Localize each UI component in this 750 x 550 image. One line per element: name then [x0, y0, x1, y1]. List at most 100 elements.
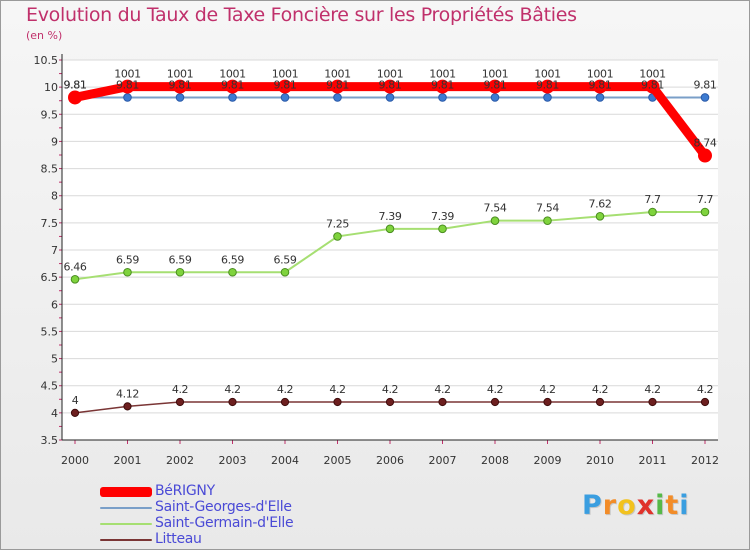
- legend-label: Litteau: [155, 531, 202, 547]
- data-label: 6.59: [274, 253, 297, 266]
- data-point: [543, 397, 552, 407]
- x-tick-label: 2004: [271, 454, 299, 467]
- legend-label: Saint-Georges-d'Elle: [155, 499, 292, 515]
- data-point: [435, 79, 450, 94]
- x-tick-label: 2005: [324, 454, 352, 467]
- data-label: 7.25: [326, 217, 349, 230]
- data-point: [333, 93, 342, 102]
- data-label: 7.7: [697, 193, 714, 206]
- data-label: 4.2: [172, 383, 188, 396]
- x-tick-label: 2010: [586, 454, 614, 467]
- data-point: [438, 93, 447, 102]
- data-point: [383, 79, 397, 94]
- data-point: [333, 397, 342, 407]
- data-label: 9.81: [641, 78, 664, 91]
- y-tick-label: 6.5: [41, 271, 59, 284]
- data-label: 7.54: [536, 202, 559, 215]
- y-tick-label: 9: [51, 135, 58, 148]
- data-point: [700, 397, 710, 407]
- legend-swatch: [100, 523, 152, 525]
- data-label: 1001: [639, 68, 665, 81]
- y-tick-label: 7: [51, 244, 58, 257]
- x-tick-label: 2001: [114, 454, 142, 467]
- brand-letter: i: [679, 490, 690, 521]
- data-point: [648, 207, 657, 217]
- data-point: [120, 79, 135, 94]
- brand-logo: Proxiti: [582, 490, 690, 521]
- data-point: [70, 275, 80, 284]
- data-label: 1001: [272, 68, 298, 81]
- data-label: 9.81: [274, 78, 297, 91]
- y-tick-label: 5.5: [41, 325, 59, 338]
- brand-letter: i: [655, 490, 666, 521]
- data-point: [280, 93, 290, 102]
- data-label: 4.2: [697, 383, 713, 396]
- x-tick-label: 2006: [376, 454, 404, 467]
- data-point: [385, 93, 395, 102]
- data-point: [225, 79, 240, 94]
- x-tick-label: 2011: [639, 454, 667, 467]
- data-label: 4.2: [224, 383, 240, 396]
- data-label: 7.62: [589, 197, 612, 210]
- data-point: [490, 93, 500, 102]
- data-point: [595, 397, 605, 407]
- data-point: [280, 397, 290, 407]
- data-label: 1001: [167, 68, 193, 81]
- data-label: 1001: [324, 68, 350, 81]
- data-label: 4.2: [644, 383, 660, 396]
- data-label: 4: [72, 394, 79, 407]
- data-label: 6.46: [64, 260, 87, 273]
- data-point: [543, 216, 552, 225]
- y-tick-label: 8.5: [41, 163, 59, 176]
- data-point: [175, 267, 185, 277]
- data-point: [438, 397, 447, 407]
- data-label: 4.2: [434, 383, 450, 396]
- x-tick-label: 2002: [166, 454, 194, 467]
- data-label: 1001: [587, 68, 613, 81]
- x-tick-label: 2000: [61, 454, 89, 467]
- data-label: 9.81: [694, 78, 717, 91]
- data-label: 4.2: [592, 383, 608, 396]
- data-label: 4.2: [382, 383, 398, 396]
- data-label: 6.59: [169, 253, 192, 266]
- data-label: 4.2: [487, 383, 503, 396]
- x-tick-label: 2008: [481, 454, 509, 467]
- data-label: 4.2: [539, 383, 555, 396]
- data-label: 4.2: [277, 383, 293, 396]
- data-label: 7.54: [484, 202, 507, 215]
- data-label: 6.59: [221, 253, 244, 266]
- data-label: 4.12: [116, 387, 139, 400]
- data-point: [385, 397, 395, 407]
- data-label: 9.81: [379, 78, 402, 91]
- data-label: 7.39: [379, 210, 402, 223]
- data-label: 1001: [429, 68, 455, 81]
- y-tick-label: 9.5: [41, 108, 59, 121]
- data-label: 9.81: [589, 78, 612, 91]
- x-tick-label: 2009: [534, 454, 562, 467]
- y-tick-label: 7.5: [41, 217, 59, 230]
- data-label: 9.81: [64, 78, 87, 91]
- y-tick-label: 5: [51, 353, 58, 366]
- data-point: [595, 93, 605, 102]
- data-label: 6.59: [116, 253, 139, 266]
- legend-label: Saint-Germain-d'Elle: [155, 515, 294, 531]
- data-label: 9.81: [116, 78, 139, 91]
- legend-swatch: [100, 507, 152, 509]
- data-point: [593, 79, 607, 94]
- data-label: 7.7: [644, 193, 661, 206]
- data-point: [175, 93, 185, 102]
- data-label: 9.81: [64, 78, 87, 91]
- data-point: [278, 79, 292, 94]
- data-point: [68, 90, 82, 105]
- data-point: [123, 93, 132, 102]
- brand-letter: t: [665, 490, 680, 521]
- brand-letter: o: [617, 490, 637, 521]
- legend-label: BéRIGNY: [155, 483, 215, 499]
- data-point: [173, 79, 187, 94]
- data-point: [490, 397, 500, 407]
- data-point: [700, 93, 710, 102]
- data-point: [540, 79, 555, 94]
- data-point: [280, 267, 290, 277]
- data-point: [490, 216, 500, 225]
- y-tick-label: 10: [44, 81, 58, 94]
